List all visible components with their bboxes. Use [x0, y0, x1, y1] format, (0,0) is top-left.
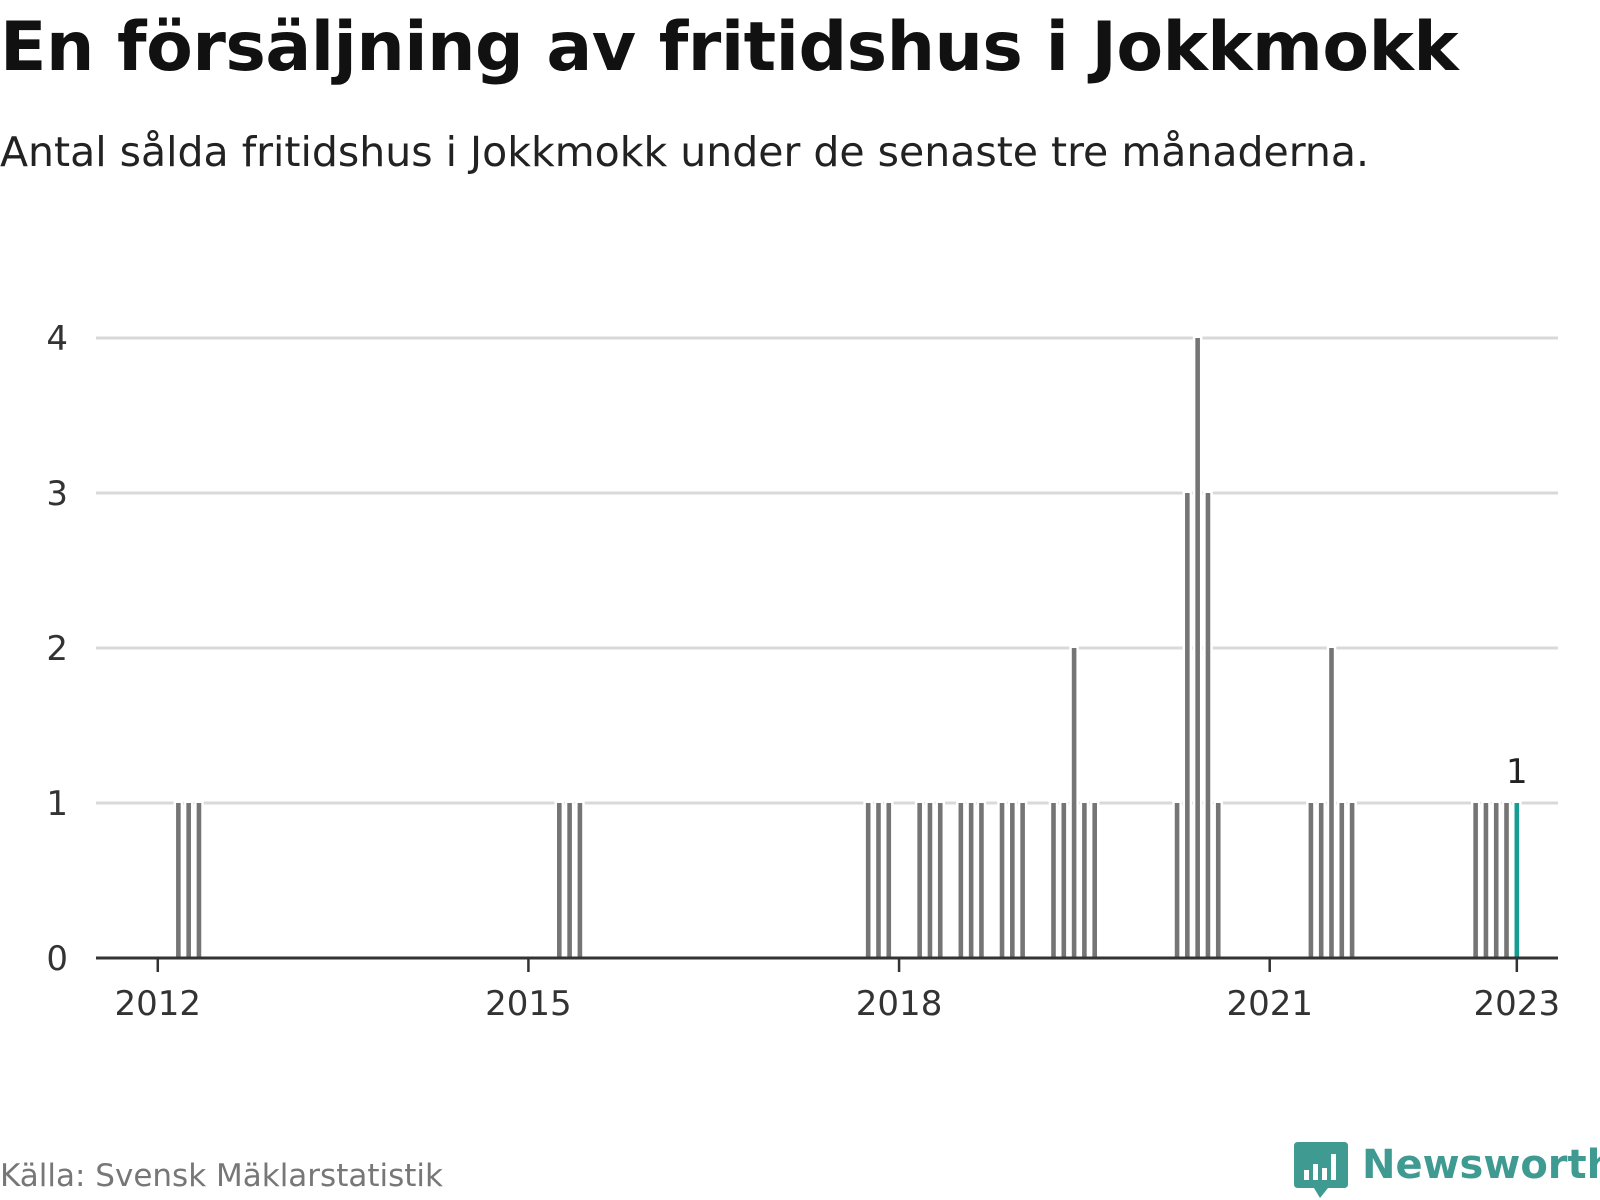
brand-name: Newsworthy: [1362, 1142, 1600, 1188]
bar: [1483, 803, 1489, 958]
bar: [917, 803, 922, 958]
bar: [196, 803, 202, 958]
bar: [577, 803, 583, 958]
chart-subtitle: Antal sålda fritidshus i Jokkmokk under …: [0, 128, 1370, 176]
source-note: Källa: Svensk Mäklarstatistik: [0, 1158, 443, 1194]
bar: [1071, 648, 1077, 958]
x-tick-label: 2015: [485, 984, 572, 1024]
y-tick-label: 4: [46, 319, 68, 359]
y-axis-ticks: 0 1 2 3 4: [46, 319, 68, 979]
chart-title: En försäljning av fritidshus i Jokkmokk: [0, 8, 1459, 87]
bar: [557, 803, 562, 958]
bar: [1318, 803, 1324, 958]
bar: [186, 803, 191, 958]
bar: [1308, 803, 1314, 958]
bar: [1329, 648, 1334, 958]
data-label: 1: [1506, 752, 1528, 792]
bar: [1205, 493, 1211, 958]
bar: [999, 803, 1005, 958]
gridlines: [96, 336, 1558, 805]
newsworthy-logo-icon: [1294, 1142, 1348, 1198]
bar: [927, 803, 933, 958]
annotations: 1: [1506, 752, 1528, 792]
bar-chart: 0 1 2 3 4 2012 2015 2018 2021 2023 1: [46, 319, 1561, 1024]
bar: [567, 803, 572, 958]
bar: [1349, 803, 1355, 958]
bar: [876, 803, 881, 958]
bar: [1010, 803, 1015, 958]
x-axis-ticks: 2012 2015 2018 2021 2023: [115, 958, 1561, 1024]
bar-highlight: [1514, 803, 1520, 958]
bar: [937, 803, 943, 958]
x-tick-label: 2012: [115, 984, 202, 1024]
bar: [1215, 803, 1221, 958]
bar: [865, 803, 871, 958]
bar: [979, 803, 984, 958]
y-tick-label: 1: [46, 784, 68, 824]
x-tick-label: 2018: [856, 984, 943, 1024]
bar: [1185, 493, 1190, 958]
bar: [1473, 803, 1478, 958]
bar: [1339, 803, 1345, 958]
bar: [1174, 803, 1180, 958]
bar: [1493, 803, 1499, 958]
y-tick-label: 2: [46, 629, 68, 669]
x-tick-label: 2023: [1474, 984, 1561, 1024]
bar: [886, 803, 892, 958]
bar: [1092, 803, 1097, 958]
bar: [1020, 803, 1025, 958]
bar: [1051, 803, 1056, 958]
bar: [1082, 803, 1087, 958]
brand-logo[interactable]: Newsworthy: [1290, 1140, 1600, 1200]
bar: [1504, 803, 1509, 958]
y-tick-label: 3: [46, 474, 68, 514]
bar: [1061, 803, 1067, 958]
bars: [173, 336, 1522, 958]
bar: [1195, 338, 1200, 958]
bar: [968, 803, 974, 958]
y-tick-label: 0: [46, 939, 68, 979]
x-tick-label: 2021: [1226, 984, 1313, 1024]
bar: [958, 803, 964, 958]
bar: [176, 803, 181, 958]
